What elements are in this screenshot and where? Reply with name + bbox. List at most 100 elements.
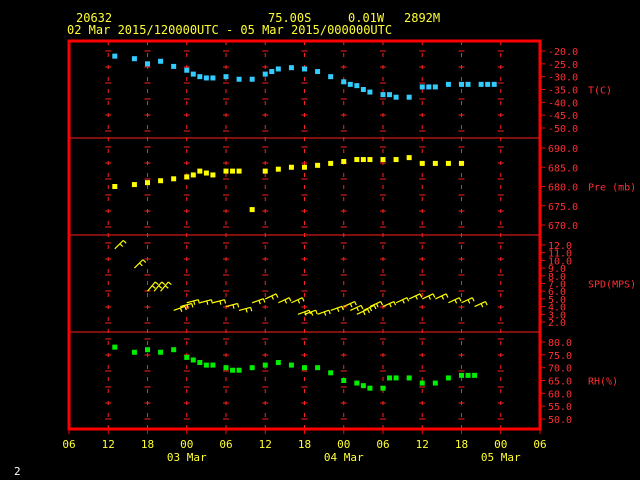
temperature-point <box>419 84 425 90</box>
y-tick-label: 680.0 <box>548 183 578 194</box>
wind-barb <box>435 293 449 300</box>
temperature-point <box>210 75 216 81</box>
temperature-point <box>131 56 137 62</box>
humidity-point <box>203 362 209 368</box>
humidity-point <box>360 383 366 389</box>
wind-barb <box>291 297 305 304</box>
y-tick-label: 675.0 <box>548 202 578 213</box>
y-tick-label: 685.0 <box>548 163 578 174</box>
humidity-point <box>328 370 334 376</box>
wind-barb <box>461 297 475 304</box>
wind-barb <box>395 297 410 304</box>
y-tick-label: -40.0 <box>548 98 578 109</box>
x-tick-label: 12 <box>102 438 115 451</box>
pressure-point <box>145 180 150 186</box>
wind-barb <box>114 239 127 250</box>
temperature-point <box>112 53 118 59</box>
temperature-point <box>203 75 209 81</box>
y-tick-label: 12.0 <box>548 241 572 252</box>
y-tick-label: 670.0 <box>548 221 578 232</box>
wind-barb <box>356 308 370 316</box>
humidity-point <box>145 347 150 353</box>
wind-barb <box>369 300 384 308</box>
pressure-point <box>328 160 334 166</box>
temperature-point <box>315 69 321 75</box>
humidity-point <box>197 360 203 366</box>
humidity-point <box>459 372 464 378</box>
humidity-point <box>354 380 360 386</box>
wind-barb <box>251 298 266 305</box>
wind-barb <box>133 259 147 269</box>
station-elevation: 2892M <box>404 11 440 25</box>
temperature-point <box>485 81 491 87</box>
humidity-point <box>472 372 478 378</box>
wind-barb <box>199 299 214 305</box>
temperature-point <box>347 81 353 87</box>
humidity-point <box>380 385 386 391</box>
y-tick-label: 11.0 <box>548 249 572 260</box>
x-date-label: 03 Mar <box>167 451 207 464</box>
x-tick-label: 06 <box>219 438 232 451</box>
temperature-point <box>341 79 347 85</box>
page-number: 2 <box>14 465 21 478</box>
pressure-point <box>249 207 255 213</box>
pressure-point <box>230 168 236 174</box>
pressure-point <box>112 184 118 189</box>
x-tick-label: 12 <box>259 438 272 451</box>
pressure-point <box>354 157 360 163</box>
pressure-point <box>197 168 203 174</box>
pressure-point <box>393 157 399 163</box>
temperature-point <box>171 63 177 69</box>
humidity-point <box>288 362 294 368</box>
humidity-point <box>131 349 137 355</box>
grid <box>69 41 540 429</box>
y-tick-label: 80.0 <box>548 338 572 349</box>
humidity-point <box>184 354 190 360</box>
pressure-point <box>367 157 373 163</box>
temperature-point <box>145 61 150 67</box>
station-longitude: 0.01W <box>348 11 385 25</box>
temperature-point <box>367 89 373 95</box>
y-tick-label: -25.0 <box>548 60 578 71</box>
temperature-point <box>275 66 281 72</box>
y-tick-label: 55.0 <box>548 402 572 413</box>
wind-barb <box>350 304 364 312</box>
pressure-point <box>275 166 281 172</box>
humidity-point <box>190 357 196 363</box>
pressure-point <box>203 170 209 176</box>
temperature-point <box>426 84 432 90</box>
panel-label: SPD(MPS) <box>588 280 636 291</box>
humidity-point <box>432 380 438 386</box>
wind-barb <box>408 293 423 300</box>
humidity-point <box>210 362 216 368</box>
y-tick-label: -50.0 <box>548 124 578 135</box>
wind-barb <box>264 293 279 300</box>
x-date-label: 04 Mar <box>324 451 364 464</box>
humidity-point <box>302 365 307 371</box>
temperature-point <box>288 65 294 71</box>
pressure-point <box>223 168 229 174</box>
pressure-point <box>236 168 242 174</box>
humidity-point <box>223 365 229 371</box>
y-tick-label: -20.0 <box>548 47 578 58</box>
y-tick-label: -30.0 <box>548 73 578 84</box>
y-tick-label: 50.0 <box>548 415 572 426</box>
pressure-point <box>445 160 451 166</box>
temperature-point <box>406 94 412 100</box>
x-tick-label: 12 <box>416 438 429 451</box>
temperature-point <box>190 71 196 77</box>
station-latitude: 75.00S <box>268 11 311 25</box>
humidity-point <box>406 375 412 381</box>
x-tick-label: 00 <box>337 438 350 451</box>
wind-barb <box>180 302 194 309</box>
y-tick-label: 6.0 <box>548 287 566 298</box>
pressure-point <box>184 174 190 180</box>
wind-barb <box>173 305 187 312</box>
y-tick-label: 4.0 <box>548 303 566 314</box>
pressure-point <box>459 160 464 166</box>
pressure-point <box>302 164 307 170</box>
wind-barb <box>421 293 436 300</box>
humidity-point <box>341 378 347 383</box>
pressure-point <box>262 168 268 174</box>
